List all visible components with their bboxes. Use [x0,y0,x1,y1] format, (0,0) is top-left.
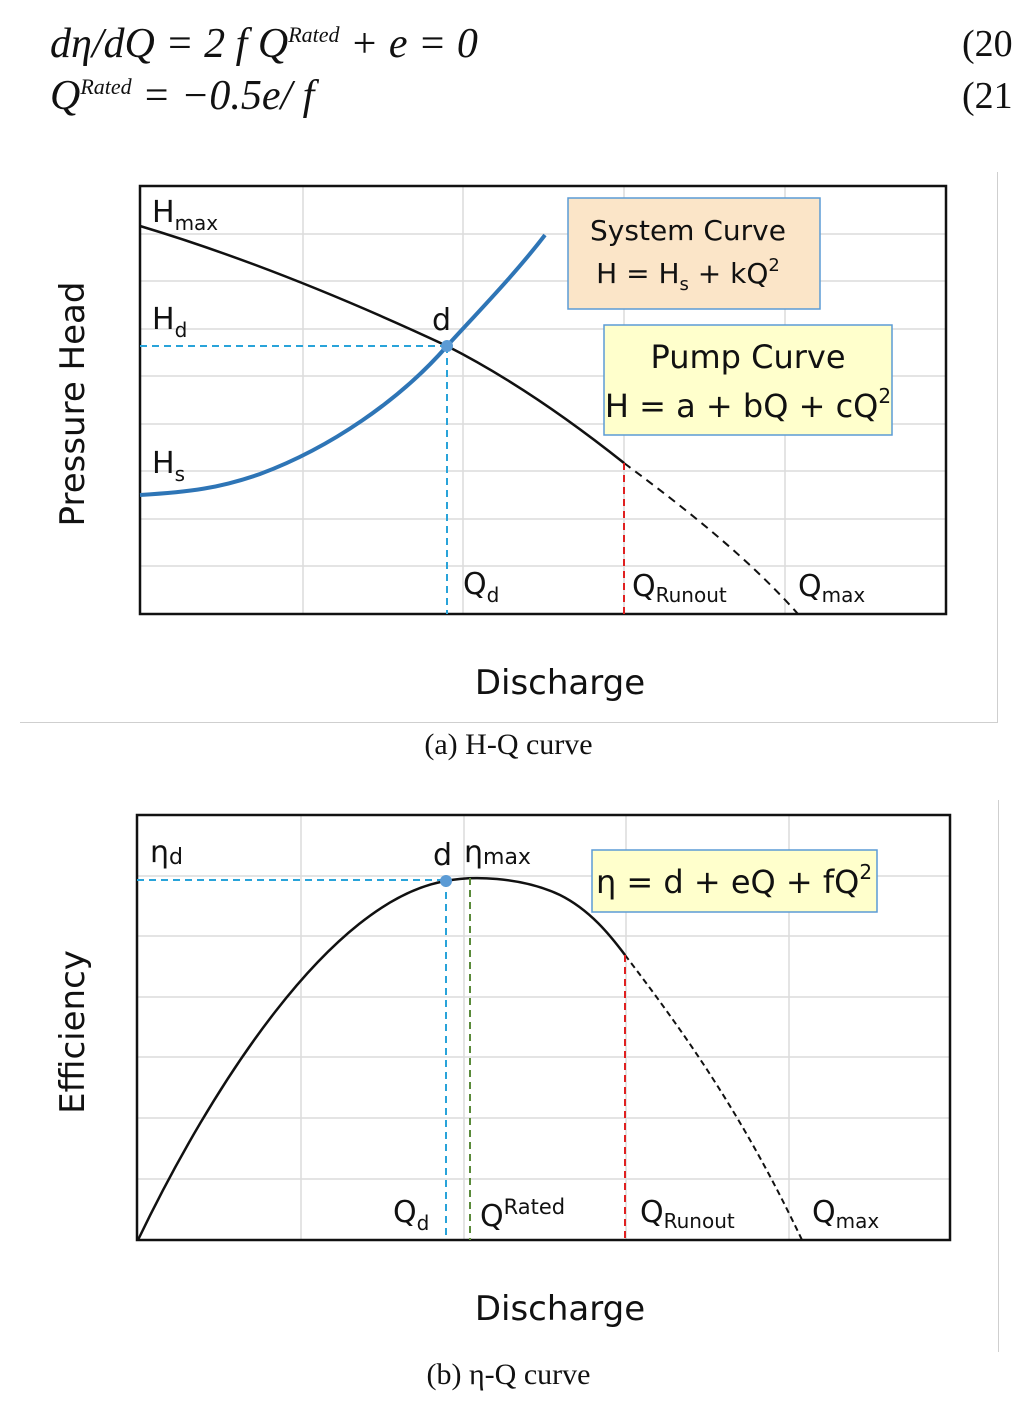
equation-21-rhs: = −0.5e/ f [131,73,315,119]
chart-hq-label-qmax: Qmax [798,569,865,607]
chart-hq-pump-box-eq: H = a + bQ + cQ2 [605,384,891,425]
chart-hq-grid [140,186,946,614]
chart-etaq-plot-border [135,813,952,1242]
chart-hq-system-box-eq: H = Hs + kQ2 [596,255,780,295]
chart-hq-system-box [567,197,821,310]
chart-etaq-label-qrunout: QRunout [640,1195,735,1233]
chart-hq-ylabel: Pressure Head [53,282,93,527]
chart-etaq-label-qrated: QRated [480,1195,565,1234]
chart-etaq-label-qmax: Qmax [812,1195,879,1233]
equation-21: QRated = −0.5e/ f [50,72,314,120]
figure-a-frame-bottom [20,722,998,723]
equation-20-rhs-a: = 2 f Q [165,21,289,67]
chart-etaq-label-point: d [433,838,452,873]
chart-etaq-ylabel: Efficiency [53,950,93,1114]
figure-b-frame-right [998,800,999,1352]
chart-hq-design-point [441,340,453,352]
chart-hq-label-point: d [432,303,451,338]
equation-20-lhs: dη/dQ [50,21,155,67]
chart-etaq-eq-box-text: η = d + eQ + fQ2 [596,860,872,901]
equation-21-number: (21 [962,75,1013,117]
chart-etaq-eq-box [591,849,878,913]
equation-20: dη/dQ = 2 f QRated + e = 0 [50,20,478,68]
chart-etaq-label-etad: ηd [150,835,183,870]
caption-a: (a) H-Q curve [424,728,593,761]
chart-hq-label-qrunout: QRunout [632,569,727,607]
equation-20-rated: Rated [288,22,340,47]
chart-hq-pump-curve-extension [623,462,799,615]
chart-hq-pump-box [603,324,893,436]
chart-etaq-grid [137,815,950,1240]
chart-hq-label-qd: Qd [463,567,499,607]
chart-hq-system-box-title: System Curve [590,214,786,247]
figure-a-frame-right [997,172,998,723]
caption-b: (b) η-Q curve [426,1358,591,1391]
chart-etaq-label-etamax: ηmax [464,835,531,870]
chart-hq-label-hs: Hs [152,446,185,486]
equation-20-number: (20 [962,23,1013,65]
chart-hq-xlabel: Discharge [475,663,645,703]
chart-hq-system-curve [139,233,547,497]
chart-hq-pump-curve [139,224,625,464]
equation-21-lhs: Q [50,73,81,119]
chart-hq-plot-border [138,184,948,616]
chart-etaq-label-qd: Qd [393,1195,429,1235]
chart-etaq-design-point [440,875,452,887]
chart-etaq-curve-extension [624,954,803,1241]
chart-hq-label-hd: Hd [152,302,187,342]
chart-hq-pump-box-title: Pump Curve [650,338,845,376]
equation-20-rhs-b: + e = 0 [339,21,478,67]
equation-21-rated: Rated [80,74,132,99]
chart-etaq-xlabel: Discharge [475,1289,645,1329]
chart-etaq-curve [136,876,626,1241]
chart-hq-label-hmax: Hmax [152,195,218,235]
